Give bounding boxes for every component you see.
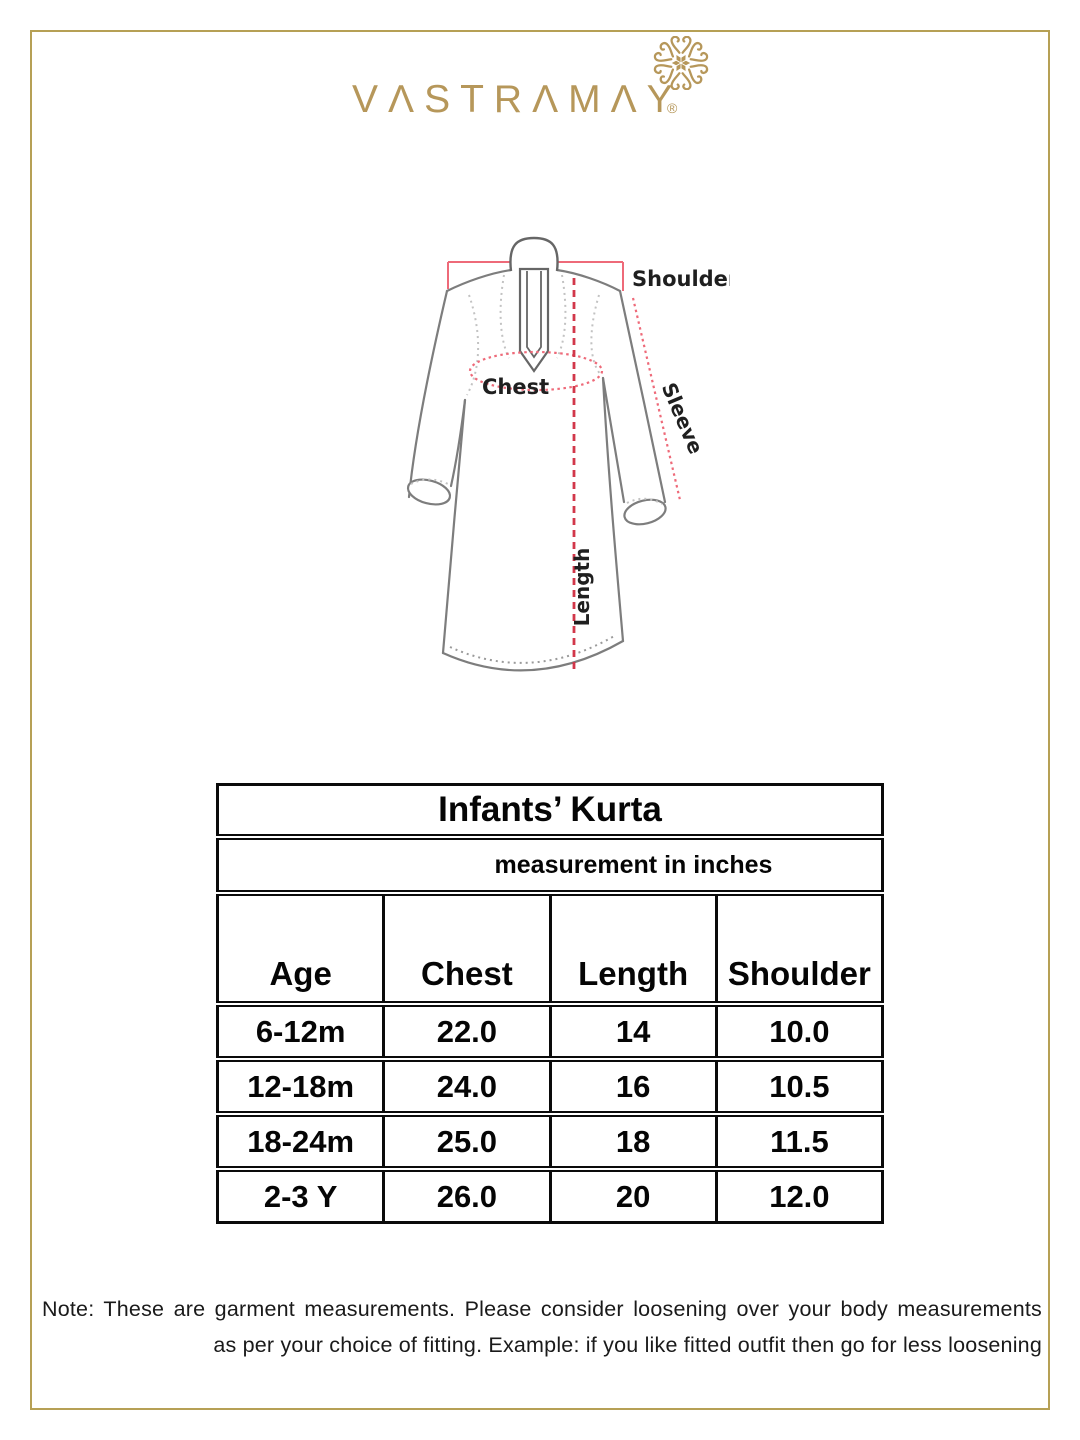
note-line-2: as per your choice of fitting. Example: … (213, 1333, 1042, 1357)
size-table: Infants’ Kurta measurement in inches Age… (215, 783, 885, 1224)
table-title: Infants’ Kurta (216, 783, 884, 840)
cell-chest: 26.0 (382, 1167, 552, 1224)
cell-length: 20 (548, 1167, 718, 1224)
registered-trademark: ® (667, 100, 678, 116)
seam-stitch-dots (410, 274, 663, 505)
table-row: 12-18m 24.0 16 10.5 (215, 1057, 885, 1117)
column-header-age: Age (215, 891, 386, 1007)
cell-shoulder: 11.5 (714, 1112, 885, 1172)
table-row: 18-24m 25.0 18 11.5 (215, 1112, 885, 1172)
floral-ornament-icon (652, 36, 710, 90)
brand-wordmark: VΛSTRΛMΛY (352, 78, 683, 121)
collar-placket (509, 236, 559, 373)
cell-age: 2-3 Y (215, 1167, 386, 1224)
hem-stitch-dots (449, 634, 617, 664)
note-line-1: Note: These are garment measurements. Pl… (42, 1297, 1042, 1321)
cell-chest: 25.0 (382, 1112, 552, 1172)
table-title-row: Infants’ Kurta (216, 783, 884, 840)
cell-length: 16 (548, 1057, 718, 1117)
cell-length: 14 (548, 1002, 718, 1062)
table-subtitle-row: measurement in inches (216, 835, 884, 896)
kurta-measurement-diagram: Shoulder Chest Sleeve Length (406, 236, 730, 672)
gold-page-border (30, 30, 1050, 1410)
length-label: Length (570, 548, 594, 627)
column-header-shoulder: Shoulder (714, 891, 885, 1007)
cell-age: 12-18m (215, 1057, 386, 1117)
column-header-length: Length (548, 891, 718, 1007)
note-text: Note: These are garment measurements. Pl… (42, 1294, 1042, 1360)
chest-label: Chest (482, 375, 549, 399)
table-row: 2-3 Y 26.0 20 12.0 (215, 1167, 885, 1224)
column-header-chest: Chest (382, 891, 552, 1007)
sleeve-measure-line (631, 297, 682, 501)
cell-age: 18-24m (215, 1112, 386, 1172)
cell-length: 18 (548, 1112, 718, 1172)
cell-shoulder: 12.0 (714, 1167, 885, 1224)
cell-age: 6-12m (215, 1002, 386, 1062)
table-subtitle: measurement in inches (494, 850, 773, 879)
table-row: 6-12m 22.0 14 10.0 (215, 1002, 885, 1062)
cell-shoulder: 10.0 (714, 1002, 885, 1062)
table-header-row: Age Chest Length Shoulder (215, 891, 885, 1007)
garment-outline (406, 268, 667, 672)
chest-measure-ellipse (468, 350, 604, 392)
cell-chest: 24.0 (382, 1057, 552, 1117)
shoulder-label: Shoulder (632, 267, 730, 291)
cell-chest: 22.0 (382, 1002, 552, 1062)
cell-shoulder: 10.5 (714, 1057, 885, 1117)
sleeve-label: Sleeve (657, 379, 708, 457)
